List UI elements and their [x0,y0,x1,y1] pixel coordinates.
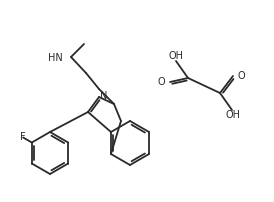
Text: F: F [20,132,26,141]
Text: N: N [100,91,108,101]
Text: OH: OH [169,51,184,61]
Text: OH: OH [226,110,241,120]
Text: O: O [238,71,246,81]
Text: HN: HN [48,53,63,63]
Text: O: O [157,77,165,87]
